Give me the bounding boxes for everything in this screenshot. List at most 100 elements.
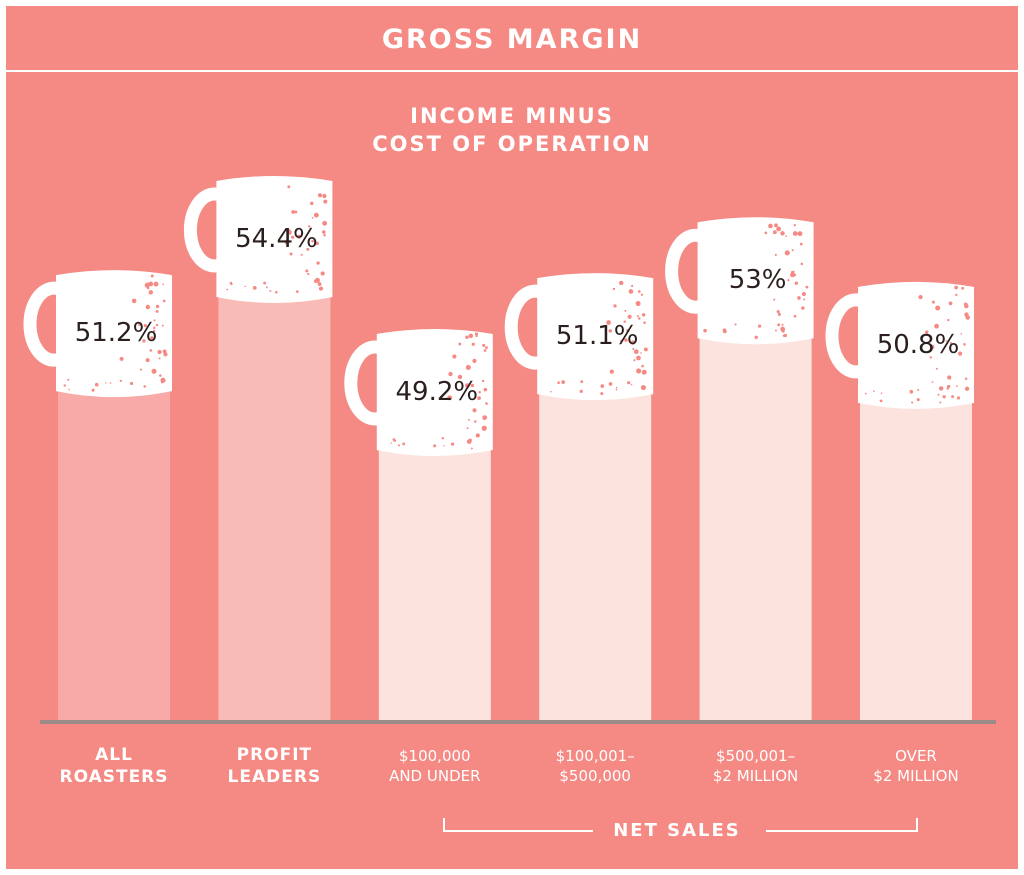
speckle-dot [252,285,257,290]
value-label: 53% [729,265,787,295]
speckle-dot [230,283,233,286]
speckle-dot [159,374,162,377]
speckle-dot [397,444,400,447]
value-label: 49.2% [395,377,478,407]
speckle-dot [948,301,953,306]
speckle-dot [643,347,648,352]
speckle-dot [643,321,646,324]
speckle-dot [310,201,314,206]
speckle-dot [472,408,477,413]
speckle-dot [119,379,122,383]
speckle-dot [139,368,142,371]
speckle-dot [951,395,955,399]
bar-group: 53% [665,217,814,720]
speckle-dot [68,388,70,391]
speckle-dot [800,262,804,266]
speckle-dot [864,392,867,395]
speckle-dot [641,369,647,375]
category-label-line: $500,000 [559,767,631,785]
speckle-dot [320,271,325,276]
speckle-dot [286,229,291,234]
speckle-dot [149,292,151,295]
speckle-dot [627,314,632,319]
speckle-dot [734,323,737,326]
mug-icon [858,281,974,409]
bar [860,402,972,720]
speckle-dot [628,289,634,294]
value-label: 51.1% [556,321,639,351]
speckle-dot [457,374,463,380]
speckle-dot [550,390,552,393]
speckle-dot [289,252,293,256]
speckle-dot [787,279,790,282]
speckle-dot [954,285,958,290]
category-label-line: $100,000 [399,747,471,765]
value-label: 50.8% [877,330,960,360]
category-label: $100,000 AND UNDER [360,746,510,786]
speckle-dot [482,415,488,420]
speckle-dot [306,247,310,251]
mug-icon [56,270,172,398]
speckle-dot [931,300,935,304]
category-label: OVER $2 MILLION [841,746,991,786]
speckle-dot [945,340,948,342]
category-label-line: PROFIT [236,745,313,765]
speckle-dot [481,425,487,431]
speckle-dot [149,349,153,352]
speckle-dot [475,334,478,338]
chart-title: GROSS MARGIN [381,24,643,55]
category-label-line: LEADERS [227,767,322,787]
speckle-dot [636,315,639,318]
speckle-dot [145,358,150,363]
speckle-dot [641,313,646,317]
speckle-dot [295,290,299,293]
speckle-dot [909,389,914,394]
speckle-dot [963,343,966,346]
speckle-dot [580,380,584,384]
bar [218,297,331,720]
speckle-dot [640,352,642,354]
speckle-dot [918,294,923,300]
speckle-dot [300,253,303,256]
category-label-line: $2 MILLION [873,767,959,785]
value-label: 51.2% [75,318,158,348]
speckle-dot [632,347,635,351]
mug-icon [376,329,493,456]
speckle-dot [939,401,942,404]
speckle-dot [481,379,485,383]
speckle-dot [311,217,314,219]
speckle-dot [557,381,560,385]
speckle-dot [703,328,707,333]
speckle-dot [793,314,797,318]
speckle-dot [955,293,958,297]
speckle-dot [772,230,777,235]
speckle-dot [142,339,146,343]
speckle-dot [390,442,393,444]
category-label: ALL ROASTERS [39,744,189,788]
speckle-dot [153,326,156,330]
speckle-dot [947,384,951,389]
speckle-dot [790,272,796,278]
speckle-dot [780,231,785,236]
speckle-dot [162,283,165,286]
speckle-dot [612,287,616,291]
speckle-dot [307,272,310,276]
speckle-dot [318,286,323,291]
speckle-dot [131,298,137,304]
speckle-dot [792,231,798,236]
speckle-dot [153,319,156,322]
speckle-dot [797,296,801,300]
speckle-dot [323,199,328,204]
speckle-dot [799,242,803,246]
speckle-dot [880,392,883,395]
speckle-dot [468,438,472,443]
speckle-dot [947,375,952,380]
speckle-dot [797,231,803,237]
speckle-dot [465,364,471,370]
speckle-dot [963,302,968,307]
net-sales-bracket-right-line [766,830,918,832]
category-label-line: $100,001– [555,747,635,765]
speckle-dot [793,273,797,277]
speckle-dot [152,329,156,333]
speckle-dot [447,395,453,401]
